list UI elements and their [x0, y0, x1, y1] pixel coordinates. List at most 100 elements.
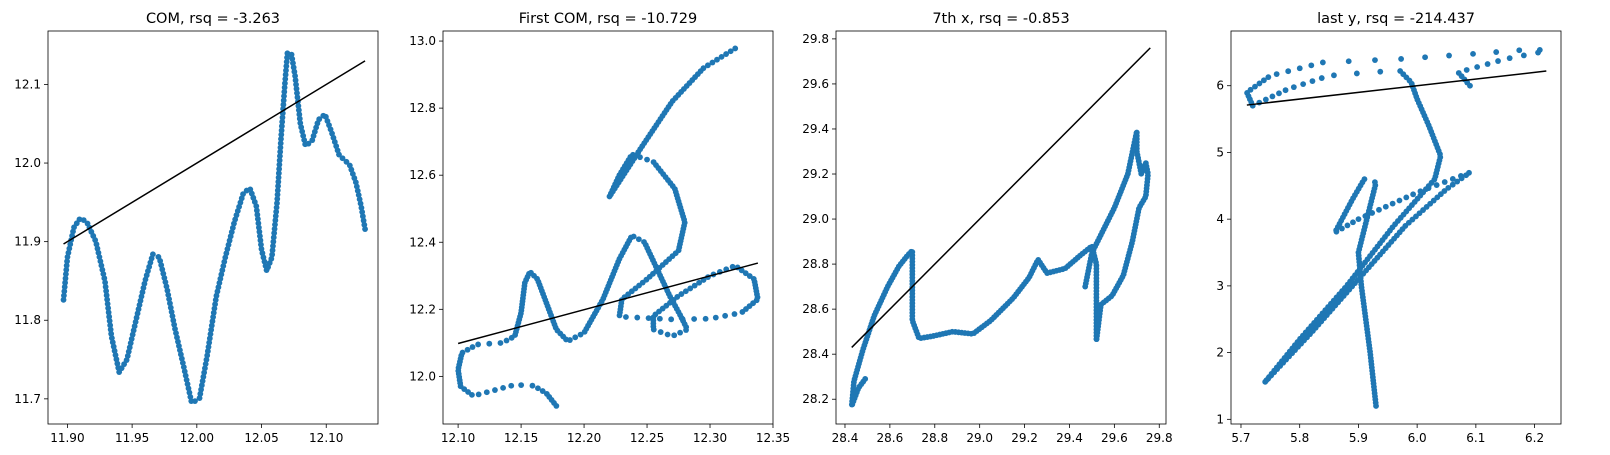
data-point [508, 382, 515, 389]
data-point [362, 226, 368, 232]
data-point [1433, 182, 1440, 188]
data-point [731, 311, 738, 317]
data-point [1308, 62, 1315, 69]
axes-frame [47, 30, 379, 425]
data-point [1260, 77, 1267, 84]
data-point [742, 270, 749, 277]
x-tick-label: 28.8 [921, 431, 948, 445]
data-point [360, 217, 367, 224]
data-point [269, 247, 276, 254]
data-point [339, 155, 346, 162]
data-point [650, 159, 657, 165]
data-point [1331, 72, 1337, 79]
data-point [723, 51, 729, 57]
subplot-title: 7th x, rsq = -0.853 [932, 11, 1069, 27]
x-tick-label: 28.4 [832, 431, 859, 445]
data-point [657, 329, 664, 335]
data-point [257, 237, 264, 244]
data-point [295, 107, 302, 114]
data-point [1276, 90, 1282, 97]
data-point [208, 322, 215, 329]
x-tick-label: 12.05 [244, 431, 278, 445]
data-point [358, 204, 365, 211]
data-point [192, 398, 198, 404]
x-tick-label: 5.7 [1231, 431, 1250, 445]
data-point [204, 352, 211, 359]
data-point [529, 382, 536, 389]
data-point [1495, 58, 1501, 64]
data-point [283, 58, 290, 65]
data-point [61, 292, 67, 299]
data-point [292, 73, 298, 79]
y-tick-label: 11.9 [14, 235, 41, 249]
data-point [712, 314, 719, 321]
data-point [1282, 87, 1289, 94]
data-point [102, 283, 109, 290]
data-point [278, 123, 285, 130]
data-point [279, 118, 286, 125]
x-tick-label: 29.0 [966, 431, 993, 445]
data-point [645, 315, 652, 322]
data-point [254, 216, 261, 222]
data-point [1398, 56, 1405, 62]
data-point [206, 335, 213, 342]
data-point [683, 327, 689, 333]
fit-line [457, 262, 759, 345]
y-tick-label: 12.0 [14, 156, 41, 170]
data-point [149, 251, 156, 258]
data-point [691, 316, 698, 322]
data-point [206, 339, 213, 346]
data-point [1484, 61, 1491, 67]
y-tick-label: 3 [1216, 279, 1224, 293]
data-point [359, 213, 366, 220]
data-point [80, 217, 87, 224]
x-tick-label: 12.00 [180, 431, 214, 445]
data-point [208, 326, 215, 333]
data-point [276, 161, 283, 168]
data-point [108, 330, 115, 337]
data-point [62, 275, 69, 282]
data-point [475, 341, 482, 348]
data-point [1446, 52, 1452, 59]
data-point [1396, 197, 1403, 204]
data-point [274, 196, 281, 202]
data-point [359, 209, 366, 215]
data-point [204, 348, 211, 355]
data-point [270, 234, 277, 241]
data-point [497, 340, 504, 346]
data-point [486, 340, 493, 347]
data-point [103, 288, 110, 294]
data-point [60, 296, 67, 303]
data-point [1372, 179, 1378, 186]
data-point [107, 326, 114, 333]
data-point [105, 309, 112, 316]
data-point [1082, 283, 1089, 290]
data-point [738, 267, 745, 274]
data-point [567, 337, 573, 343]
data-point [1353, 70, 1360, 77]
data-point [535, 385, 541, 392]
y-tick-label: 29.2 [802, 167, 829, 181]
data-point [469, 344, 476, 350]
data-point [211, 305, 218, 312]
data-point [1458, 175, 1465, 182]
data-point [274, 200, 280, 207]
data-point [503, 337, 510, 344]
data-point [240, 191, 246, 198]
data-point [1397, 68, 1404, 74]
y-tick-label: 13.0 [409, 34, 436, 48]
data-point [283, 63, 290, 70]
data-point [577, 331, 584, 338]
y-tick-label: 4 [1216, 212, 1224, 226]
y-tick-label: 12.6 [409, 168, 436, 182]
data-point [1454, 178, 1461, 185]
data-point [276, 166, 283, 172]
x-tick-label: 5.9 [1349, 431, 1368, 445]
subplot-1: COM, rsq = -3.263 11.90 11.95 12.00 12.05 12.… [14, 11, 379, 445]
data-point [294, 94, 301, 101]
subplot-3: 7th x, rsq = -0.853 28.4 28.6 28.8 29.0 29.2 2… [802, 11, 1172, 445]
data-point [277, 153, 283, 159]
x-tick-label: 12.10 [309, 431, 343, 445]
